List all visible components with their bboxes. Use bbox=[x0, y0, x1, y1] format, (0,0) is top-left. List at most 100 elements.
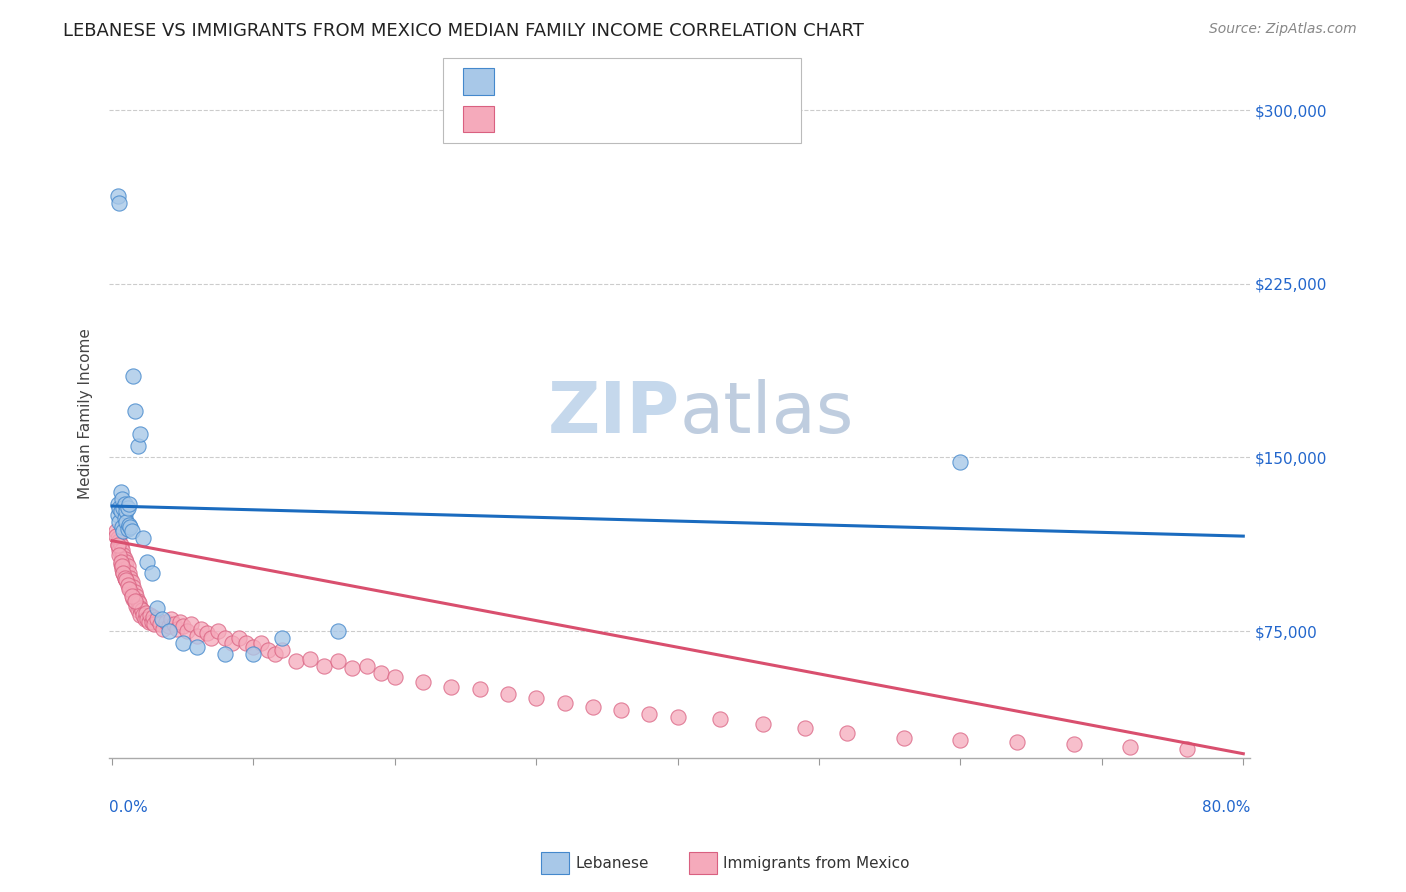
Point bbox=[114, 559, 136, 574]
Point bbox=[108, 195, 131, 210]
Point bbox=[118, 517, 141, 532]
Point bbox=[111, 492, 134, 507]
Point bbox=[155, 615, 177, 629]
Point bbox=[107, 497, 129, 511]
Text: atlas: atlas bbox=[681, 379, 855, 448]
Point bbox=[108, 515, 131, 529]
Point bbox=[228, 631, 250, 645]
Point bbox=[122, 369, 145, 384]
Point bbox=[128, 596, 150, 610]
Point bbox=[118, 582, 141, 597]
Text: 115: 115 bbox=[652, 112, 682, 127]
Point bbox=[110, 548, 132, 562]
Point bbox=[131, 603, 153, 617]
Point bbox=[709, 712, 731, 726]
Point bbox=[112, 566, 135, 581]
Point bbox=[172, 619, 194, 633]
Point bbox=[169, 615, 191, 629]
Text: 0.0%: 0.0% bbox=[110, 800, 148, 814]
Point bbox=[263, 647, 285, 661]
Point bbox=[129, 427, 152, 442]
Point bbox=[108, 543, 131, 558]
Point bbox=[114, 571, 136, 585]
Point bbox=[1005, 735, 1028, 749]
Point bbox=[342, 661, 364, 675]
Point bbox=[135, 606, 157, 620]
Point bbox=[150, 612, 173, 626]
Point bbox=[141, 615, 163, 629]
Point bbox=[186, 629, 208, 643]
Point bbox=[328, 624, 350, 638]
Point bbox=[122, 591, 145, 606]
Point bbox=[412, 675, 434, 690]
Point bbox=[384, 670, 406, 684]
Text: 39: 39 bbox=[652, 74, 672, 89]
Point bbox=[1175, 742, 1198, 756]
Point bbox=[111, 520, 134, 534]
Point bbox=[132, 532, 155, 546]
Point bbox=[120, 520, 142, 534]
Point bbox=[180, 617, 202, 632]
Point bbox=[207, 624, 229, 638]
Point bbox=[524, 691, 547, 706]
Point bbox=[284, 654, 307, 668]
Point bbox=[139, 607, 162, 622]
Point bbox=[117, 571, 139, 585]
Point bbox=[751, 716, 773, 731]
Text: Source: ZipAtlas.com: Source: ZipAtlas.com bbox=[1209, 22, 1357, 37]
Point bbox=[112, 548, 135, 562]
Point bbox=[195, 626, 218, 640]
Point bbox=[124, 584, 146, 599]
Point bbox=[120, 582, 142, 597]
Point bbox=[440, 680, 463, 694]
Point bbox=[107, 508, 129, 523]
Point bbox=[112, 566, 135, 581]
Point bbox=[893, 731, 915, 745]
Point bbox=[163, 617, 186, 632]
Point bbox=[370, 665, 392, 680]
Point bbox=[115, 573, 138, 587]
Point bbox=[117, 578, 139, 592]
Point bbox=[1119, 739, 1142, 754]
Point bbox=[124, 404, 146, 418]
Point bbox=[1063, 738, 1085, 752]
Point bbox=[110, 503, 132, 517]
Point bbox=[115, 564, 138, 578]
Point bbox=[132, 607, 155, 622]
Point bbox=[638, 707, 661, 722]
Point bbox=[125, 599, 148, 613]
Point bbox=[141, 566, 163, 581]
Point bbox=[118, 578, 141, 592]
Point bbox=[129, 600, 152, 615]
Point bbox=[270, 642, 292, 657]
Point bbox=[299, 652, 322, 666]
Point bbox=[121, 524, 143, 539]
Point bbox=[136, 612, 159, 626]
Point bbox=[118, 497, 141, 511]
Point bbox=[111, 543, 134, 558]
Point bbox=[121, 587, 143, 601]
Point bbox=[190, 622, 212, 636]
Point bbox=[117, 522, 139, 536]
Point bbox=[157, 619, 180, 633]
Point bbox=[949, 455, 972, 469]
Point bbox=[138, 615, 160, 629]
Point bbox=[837, 726, 859, 740]
Point bbox=[107, 189, 129, 203]
Point bbox=[270, 631, 292, 645]
Point bbox=[134, 612, 156, 626]
Point bbox=[186, 640, 208, 655]
Point bbox=[115, 573, 138, 587]
Point bbox=[117, 559, 139, 574]
Point bbox=[117, 501, 139, 516]
Point bbox=[160, 612, 183, 626]
Point bbox=[127, 439, 149, 453]
Point bbox=[114, 552, 136, 566]
Point bbox=[146, 600, 169, 615]
Point bbox=[124, 594, 146, 608]
Point bbox=[249, 635, 271, 649]
Point bbox=[127, 603, 149, 617]
Point bbox=[127, 594, 149, 608]
Point bbox=[610, 703, 633, 717]
Point bbox=[314, 658, 336, 673]
